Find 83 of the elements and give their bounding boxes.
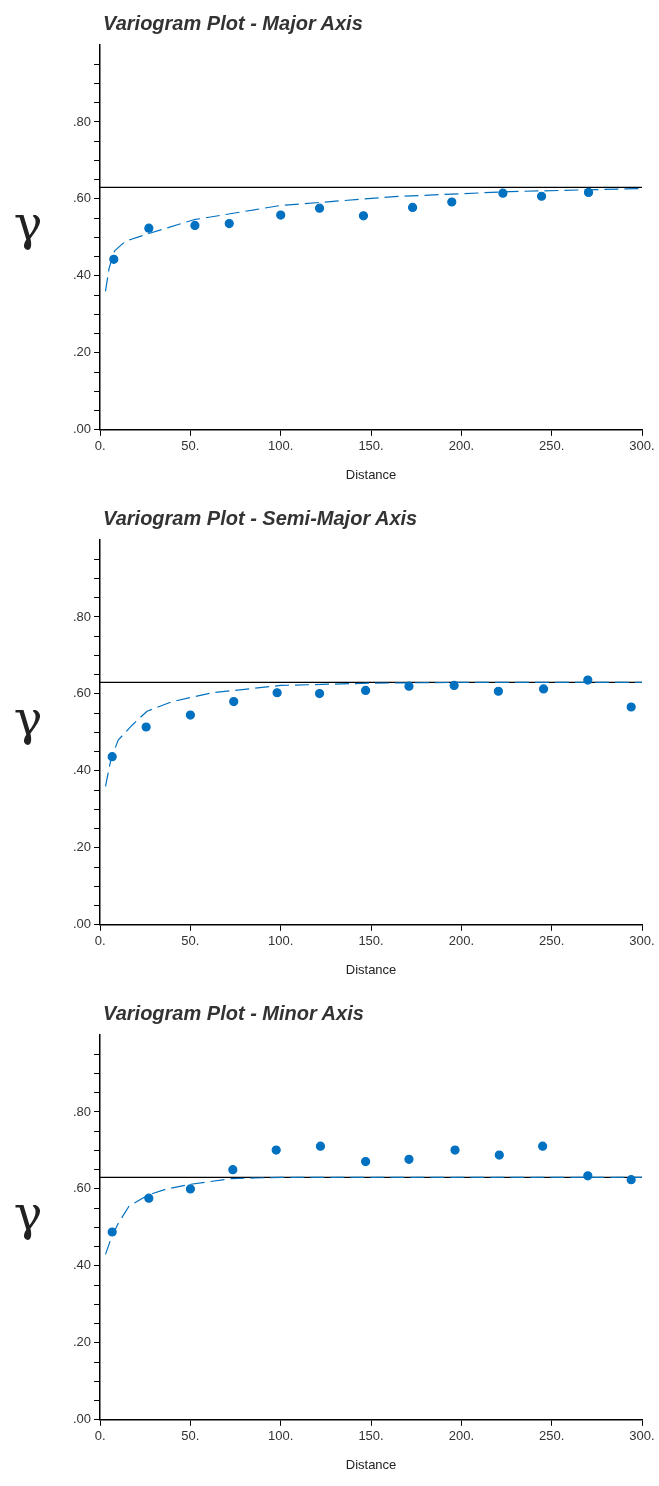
y-tick-label: .40 xyxy=(72,762,92,778)
y-axis-title: γ xyxy=(13,1184,43,1241)
y-tick-label: .60 xyxy=(72,190,92,206)
x-tick-label: 50. xyxy=(181,933,200,949)
x-tick-label: 250. xyxy=(539,438,565,454)
x-tick-label: 50. xyxy=(181,438,200,454)
point xyxy=(498,188,508,198)
point xyxy=(272,688,282,698)
x-axis-title: Distance xyxy=(345,466,397,482)
x-tick-label: 100. xyxy=(268,438,294,454)
x-axis-title: Distance xyxy=(345,1456,397,1472)
point xyxy=(107,1227,117,1237)
x-tick-label: 100. xyxy=(268,933,294,949)
point xyxy=(494,1150,504,1160)
chart-title: Variogram Plot - Minor Axis xyxy=(103,1002,364,1024)
y-tick-label: .40 xyxy=(72,267,92,283)
point xyxy=(583,187,594,197)
x-tick-label: 100. xyxy=(268,1428,294,1444)
point xyxy=(107,752,117,762)
point xyxy=(229,697,239,707)
y-axis-title: γ xyxy=(13,689,43,746)
x-tick-label: 300. xyxy=(629,438,655,454)
y-tick-label: .00 xyxy=(72,421,92,437)
x-tick-label: 150. xyxy=(358,1428,384,1444)
point xyxy=(493,686,503,696)
point xyxy=(228,1165,238,1175)
x-tick-label: 250. xyxy=(539,933,565,949)
x-tick-label: 200. xyxy=(448,438,475,454)
y-tick-label: .60 xyxy=(72,685,92,701)
x-tick-label: 300. xyxy=(629,933,655,949)
point xyxy=(626,1175,636,1185)
point xyxy=(583,675,593,685)
y-tick-label: .20 xyxy=(72,1334,92,1350)
x-tick-label: 50. xyxy=(181,1428,200,1444)
point xyxy=(404,681,414,691)
point xyxy=(447,197,457,207)
point xyxy=(190,220,200,231)
x-tick-label: 200. xyxy=(448,933,475,949)
point xyxy=(626,702,636,712)
y-tick-label: .20 xyxy=(72,344,92,360)
point xyxy=(109,254,119,264)
y-tick-label: .80 xyxy=(72,608,92,624)
y-tick-label: .80 xyxy=(72,1103,92,1119)
point xyxy=(404,1154,414,1164)
y-tick-label: .60 xyxy=(72,1180,92,1196)
point xyxy=(276,210,286,220)
point xyxy=(141,722,151,732)
point xyxy=(314,688,325,699)
x-tick-label: 0. xyxy=(94,933,106,949)
point xyxy=(361,685,371,696)
chart-title: Variogram Plot - Semi-Major Axis xyxy=(103,507,418,529)
x-tick-label: 300. xyxy=(629,1428,655,1444)
point xyxy=(315,1141,326,1151)
point xyxy=(358,211,369,221)
y-tick-label: .20 xyxy=(72,839,92,855)
point xyxy=(361,1157,371,1167)
x-axis-title: Distance xyxy=(345,961,397,977)
point xyxy=(224,218,234,229)
point xyxy=(271,1145,281,1155)
chart-title: Variogram Plot - Major Axis xyxy=(103,12,363,34)
point xyxy=(314,203,325,213)
point xyxy=(407,202,418,212)
point xyxy=(450,1145,460,1155)
point xyxy=(185,1184,195,1194)
y-tick-label: .00 xyxy=(72,916,92,932)
y-axis-title: γ xyxy=(13,194,43,251)
x-tick-label: 250. xyxy=(539,1428,565,1444)
point xyxy=(185,710,195,720)
point xyxy=(144,223,154,233)
point xyxy=(538,684,549,694)
x-tick-label: 0. xyxy=(94,438,106,454)
point xyxy=(583,1171,593,1181)
point xyxy=(536,191,547,201)
point xyxy=(144,1193,154,1203)
y-tick-label: .00 xyxy=(72,1411,92,1427)
x-tick-label: 150. xyxy=(358,933,384,949)
point xyxy=(538,1141,548,1151)
y-tick-label: .80 xyxy=(72,113,92,129)
point xyxy=(449,680,459,691)
x-tick-label: 0. xyxy=(94,1428,106,1444)
x-tick-label: 200. xyxy=(448,1428,475,1444)
y-tick-label: .40 xyxy=(72,1257,92,1273)
x-tick-label: 150. xyxy=(358,438,384,454)
